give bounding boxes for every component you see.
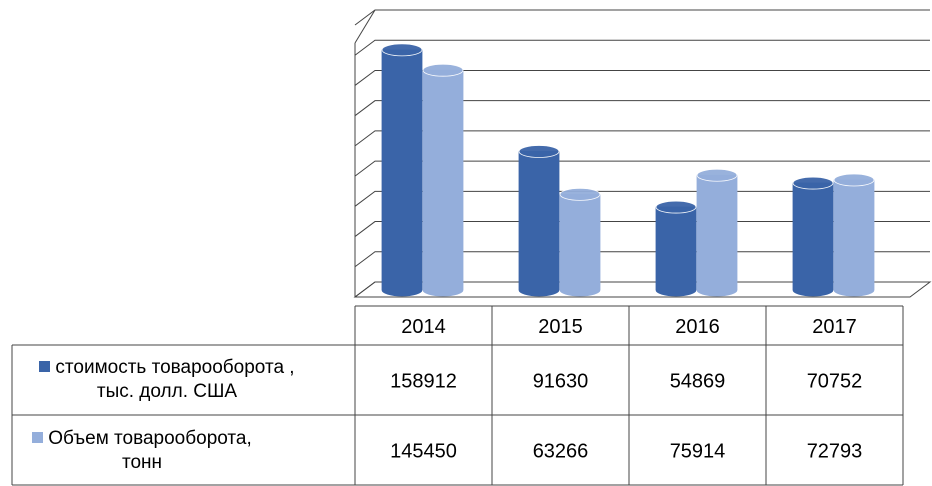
grid-line	[354, 9, 930, 26]
legend-swatch	[39, 361, 51, 372]
bar	[696, 174, 738, 297]
x-tick-label: 2014	[401, 316, 446, 338]
table-value: 75914	[670, 440, 726, 462]
grid-line	[354, 69, 930, 86]
legend-label: стоимость товарооборота , тыс. долл. США	[55, 357, 295, 402]
bar	[381, 49, 423, 297]
table-value: 91630	[533, 370, 589, 392]
bar	[518, 151, 560, 297]
grid-line	[354, 130, 930, 147]
x-tick-label: 2017	[812, 316, 857, 338]
table-value: 158912	[390, 370, 457, 392]
legend-label: Объем товарооборота, тонн	[48, 428, 252, 473]
bar-top	[559, 187, 601, 201]
bar-top	[381, 43, 423, 57]
table-value: 145450	[390, 440, 457, 462]
bar	[833, 179, 875, 297]
bar	[792, 182, 834, 297]
grid-line	[354, 39, 930, 56]
legend-entry: стоимость товарооборота , тыс. долл. США	[22, 356, 312, 404]
x-tick-label: 2016	[675, 316, 720, 338]
bar-top	[833, 173, 875, 187]
grid-line	[354, 160, 930, 177]
bar-top	[792, 176, 834, 190]
bar-top	[422, 63, 464, 77]
grid-line	[354, 100, 930, 117]
x-tick-label: 2015	[538, 316, 583, 338]
grid-line	[354, 281, 930, 298]
table-value: 63266	[533, 440, 589, 462]
bar	[422, 69, 464, 297]
bar-top	[696, 168, 738, 182]
side-wall	[354, 9, 376, 44]
bar-top	[655, 200, 697, 214]
grid-line	[354, 221, 930, 237]
legend-swatch	[32, 432, 44, 443]
table-value: 70752	[807, 370, 863, 392]
bar-top	[518, 145, 560, 158]
bar	[559, 193, 601, 297]
grid-line	[354, 251, 930, 268]
bar	[655, 206, 697, 297]
grid-line	[354, 190, 930, 207]
legend-entry: Объем товарооборота, тонн	[22, 427, 262, 475]
table-value: 72793	[807, 440, 863, 462]
table-value: 54869	[670, 370, 726, 392]
